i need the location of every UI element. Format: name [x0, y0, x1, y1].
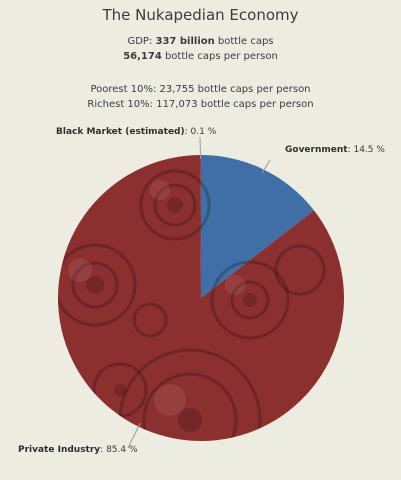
- gdp-per-person-value: 56,174: [123, 51, 162, 62]
- gdp-line: GDP: 337 billion bottle caps: [0, 34, 401, 49]
- gdp-unit: bottle caps: [214, 36, 274, 47]
- leader-line: [199, 136, 202, 160]
- gdp-prefix: GDP:: [127, 36, 156, 47]
- gdp-value: 337 billion: [155, 36, 215, 47]
- gdp-per-person-line: 56,174 bottle caps per person: [0, 49, 401, 64]
- slice-label-private-industry: Private Industry: 85.4 %: [18, 445, 138, 455]
- chart-title: The Nukapedian Economy: [102, 6, 299, 24]
- poorest-line: Poorest 10%: 23,755 bottle caps per pers…: [90, 84, 311, 95]
- leader-line: [127, 422, 141, 449]
- slice-label-black-market: Black Market (estimated): 0.1 %: [56, 127, 217, 137]
- slice-label-government: Government: 14.5 %: [285, 145, 385, 155]
- income-distribution: Poorest 10%: 23,755 bottle caps per pers…: [0, 82, 401, 112]
- leader-line: [261, 159, 271, 174]
- gdp-per-person-unit: bottle caps per person: [161, 51, 278, 62]
- gdp-summary: GDP: 337 billion bottle caps 56,174 bott…: [0, 34, 401, 64]
- richest-line: Richest 10%: 117,073 bottle caps per per…: [87, 99, 314, 110]
